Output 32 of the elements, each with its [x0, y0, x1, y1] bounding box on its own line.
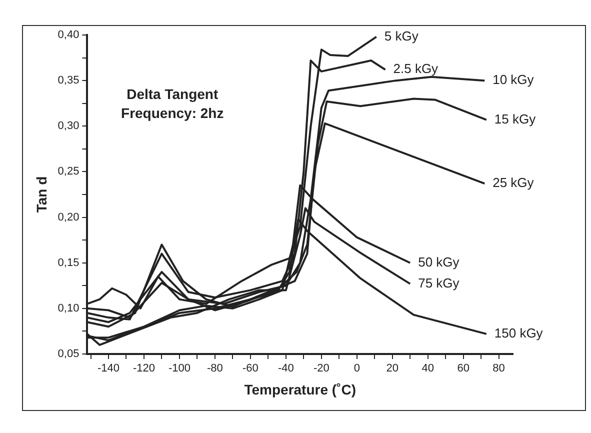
x-tick-label: -20: [313, 362, 330, 375]
y-tick-label: 0,25: [58, 166, 80, 178]
series-label: 50 kGy: [418, 254, 460, 270]
x-tick-label: -140: [97, 362, 120, 375]
series-label: 2.5 kGy: [393, 61, 439, 76]
x-tick-label: -60: [242, 362, 258, 375]
x-tick-label: -40: [278, 362, 294, 375]
x-tick-label: 60: [457, 362, 470, 375]
y-tick-label: 0,40: [58, 29, 80, 42]
series-label: 150 kGy: [494, 326, 544, 341]
x-tick-label: -100: [168, 362, 190, 375]
series-label: 25 kGy: [492, 175, 534, 190]
y-tick-label: 0,10: [58, 302, 80, 314]
x-tick-label: 0: [354, 362, 360, 375]
x-tick-label: -120: [132, 362, 155, 375]
x-tick-label: -80: [206, 362, 223, 375]
y-tick-label: 0,30: [58, 120, 80, 132]
x-tick-label: 20: [386, 362, 398, 375]
series-label: 15 kGy: [494, 111, 536, 126]
x-tick-label: 80: [492, 362, 505, 375]
y-axis-title: Tan d: [33, 176, 50, 213]
y-tick-label: 0,35: [58, 74, 80, 87]
series-label: 75 kGy: [418, 275, 460, 290]
y-tick-label: 0,05: [58, 348, 80, 360]
x-tick-label: 40: [422, 362, 434, 375]
annotation: Delta Tangent: [126, 86, 218, 102]
y-tick-label: 0,20: [58, 211, 80, 224]
y-tick-label: 0,15: [58, 256, 80, 269]
x-axis-title: Temperature (˚C): [244, 381, 356, 398]
annotation: Frequency: 2hz: [121, 104, 224, 121]
series-label: 10 kGy: [492, 72, 534, 88]
series-label: 5 kGy: [384, 28, 419, 44]
